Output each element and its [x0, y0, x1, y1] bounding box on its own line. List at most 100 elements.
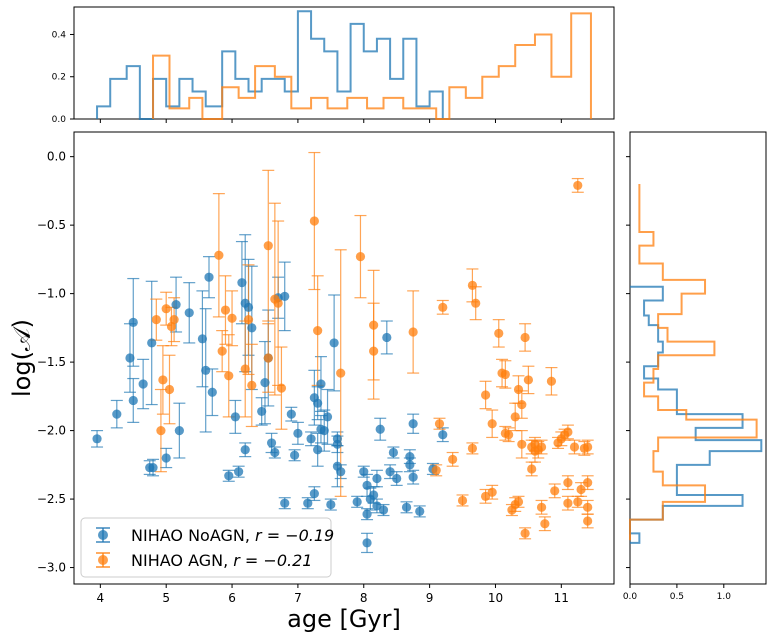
y-tick-label: −2.0 — [37, 424, 66, 438]
y-tick-label: 0.0 — [47, 150, 66, 164]
noagn-point — [257, 406, 267, 417]
agn-point — [517, 439, 527, 449]
agn-point — [309, 216, 319, 226]
noagn-point — [313, 445, 323, 455]
agn-point — [161, 304, 171, 314]
main-x-ticks: 4 5 6 7 8 9 10 11 — [97, 584, 569, 605]
top-y-tick-label: 0.2 — [52, 73, 66, 83]
noagn-point — [313, 398, 323, 408]
noagn-point — [148, 462, 158, 473]
agn-point — [273, 298, 283, 308]
noagn-point — [128, 317, 138, 327]
noagn-point — [303, 498, 313, 508]
noagn-point — [201, 365, 211, 375]
main-axes: 4 5 6 7 8 9 10 11 0.0 −0.5 −1.0 −1.5 −2.0 −2.5 −3.0 a… — [8, 131, 615, 633]
noagn-point — [378, 505, 389, 515]
noagn-point — [266, 438, 277, 448]
noagn-point — [319, 425, 329, 436]
noagn-point — [385, 467, 395, 477]
noagn-point — [362, 509, 372, 519]
agn-point — [563, 498, 573, 508]
agn-point — [583, 442, 593, 452]
noagn-point — [382, 332, 392, 343]
agn-point — [510, 412, 520, 422]
agn-point — [169, 315, 179, 325]
agn-point — [546, 376, 557, 386]
noagn-point — [138, 379, 148, 389]
legend: NIHAO NoAGN, r = −0.19 NIHAO AGN, r = −0… — [80, 517, 334, 578]
agn-point — [408, 327, 418, 337]
agn-point — [523, 375, 533, 385]
agn-point — [220, 305, 231, 315]
agn-point — [471, 298, 481, 308]
legend-entry-noagn: NIHAO NoAGN, r = −0.19 — [96, 526, 334, 545]
agn-point — [431, 465, 441, 475]
agn-point — [573, 497, 583, 507]
noagn-point — [375, 424, 385, 434]
agn-point — [583, 516, 593, 526]
x-axis-label: age [Gyr] — [287, 605, 401, 633]
agn-point — [573, 180, 583, 191]
y-tick-label: −1.0 — [37, 287, 66, 301]
noagn-point — [128, 395, 138, 406]
noagn-point — [234, 467, 244, 477]
noagn-point — [230, 412, 240, 422]
noagn-point — [92, 434, 102, 444]
noagn-point — [270, 447, 280, 458]
noagn-point — [237, 278, 247, 288]
agn-point — [369, 320, 379, 330]
agn-point — [247, 380, 257, 390]
top-hist-frame — [73, 6, 615, 120]
noagn-point — [372, 501, 382, 511]
side-histogram-axes: 0.0 0.5 1.0 — [623, 131, 767, 602]
noagn-point — [415, 506, 425, 517]
x-tick-label: 6 — [228, 591, 236, 605]
agn-point — [467, 443, 478, 453]
agn-point — [563, 478, 573, 488]
noagn-point — [112, 409, 122, 419]
agn-point — [583, 502, 593, 512]
agn-point — [504, 430, 514, 440]
agn-point — [520, 528, 530, 538]
agn-point — [576, 484, 586, 495]
y-axis-label: log(𝒜) — [8, 319, 36, 397]
noagn-point — [280, 498, 290, 508]
agn-point — [313, 326, 323, 336]
top-hist-y-ticks: 0.0 0.2 0.4 — [52, 30, 74, 125]
agn-point — [536, 442, 547, 452]
agn-point — [583, 478, 593, 488]
x-tick-label: 8 — [360, 591, 368, 605]
side-hist-y-ticks — [626, 156, 630, 569]
side-x-tick-label: 0.5 — [670, 592, 684, 602]
agn-point — [438, 302, 448, 312]
noagn-point — [147, 338, 157, 348]
noagn-point — [306, 434, 316, 444]
side-hist-x-ticks: 0.0 0.5 1.0 — [623, 584, 731, 602]
agn-point — [158, 375, 168, 385]
legend-agn-label: NIHAO AGN, r = −0.21 — [131, 551, 312, 570]
main-y-ticks: 0.0 −0.5 −1.0 −1.5 −2.0 −2.5 −3.0 — [37, 150, 74, 575]
x-tick-label: 10 — [488, 591, 503, 605]
noagn-point — [174, 425, 184, 436]
noagn-point — [388, 447, 398, 458]
noagn-point — [243, 302, 254, 312]
side-hist-noagn-step — [629, 285, 763, 544]
agn-point — [217, 346, 227, 356]
agn-point — [276, 383, 287, 393]
agn-point — [263, 353, 273, 363]
agn-point — [263, 241, 273, 251]
x-tick-label: 5 — [162, 591, 170, 605]
x-tick-label: 9 — [426, 591, 434, 605]
noagn-point — [405, 452, 415, 462]
noagn-point — [322, 412, 333, 422]
noagn-point — [207, 387, 217, 397]
agn-point — [227, 313, 237, 323]
agn-point — [151, 315, 161, 325]
noagn-point — [280, 291, 290, 301]
noagn-point — [260, 378, 270, 388]
noagn-point — [352, 497, 362, 507]
legend-noagn-marker — [98, 530, 108, 540]
noagn-point — [309, 489, 319, 499]
agn-point — [550, 486, 560, 496]
